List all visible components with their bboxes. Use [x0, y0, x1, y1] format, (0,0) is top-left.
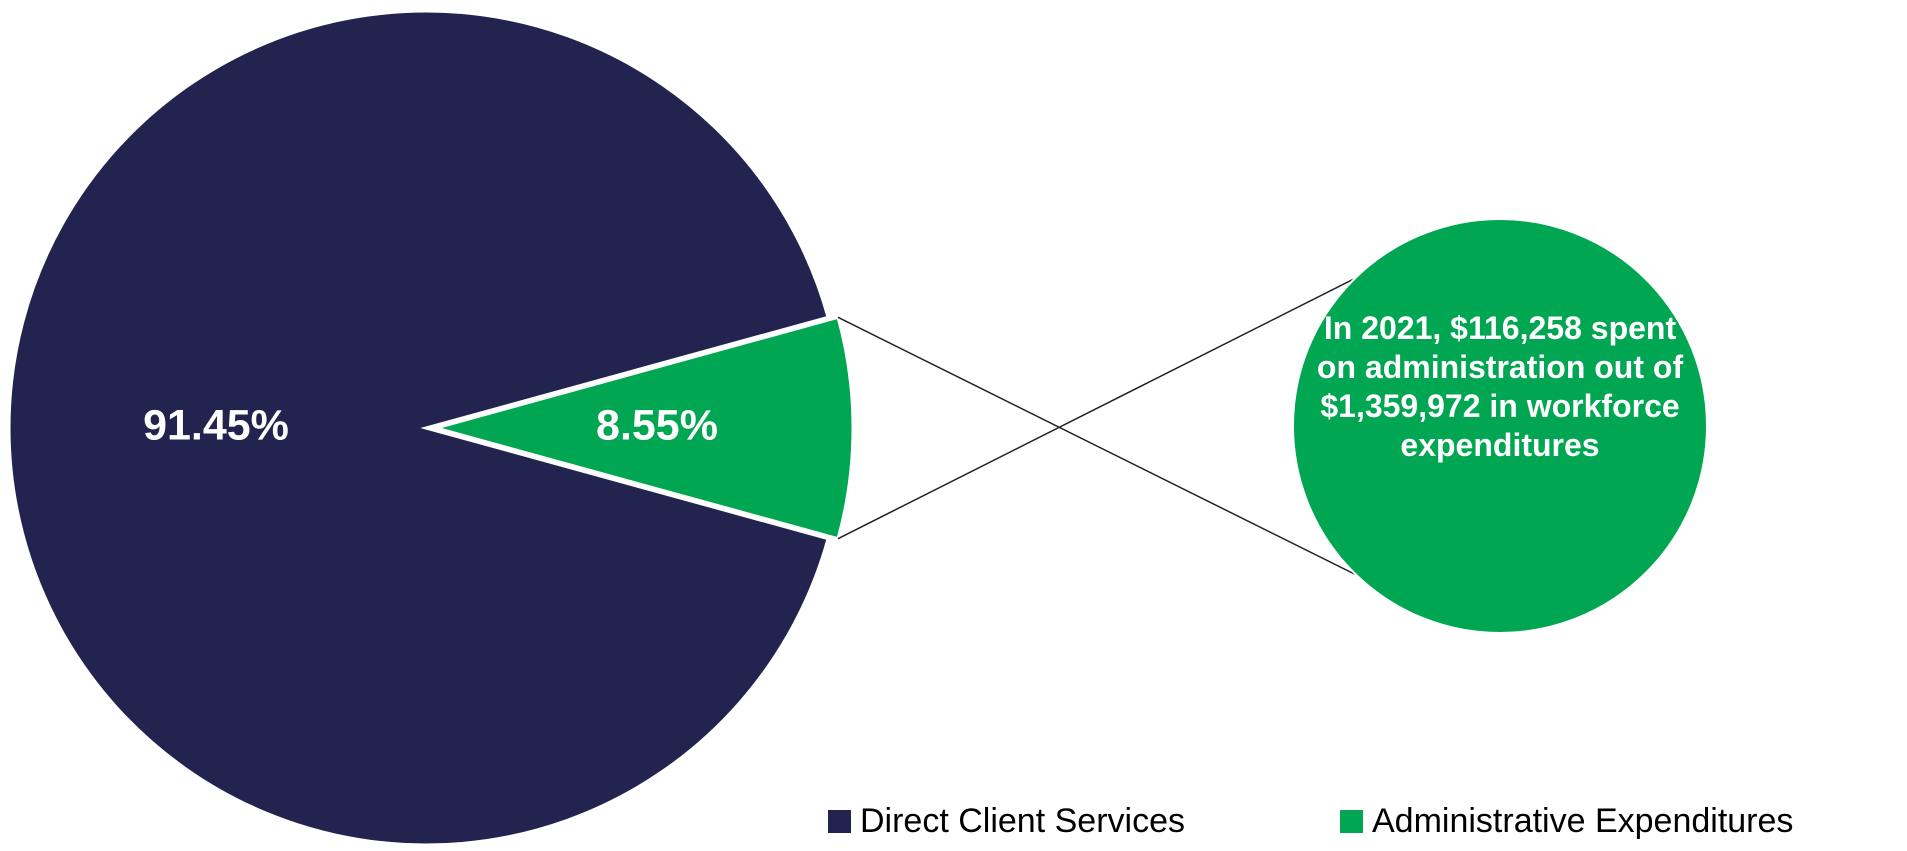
- data-label: 8.55%: [596, 401, 718, 449]
- callout-circle: [1292, 218, 1708, 634]
- legend-swatch: [1340, 810, 1363, 833]
- legend-swatch: [828, 810, 851, 833]
- pie-slice: [430, 315, 855, 541]
- data-label: 91.45%: [143, 401, 289, 449]
- pie-slice: [7, 9, 830, 847]
- legend-label: Direct Client Services: [860, 802, 1185, 840]
- annotation: In 2021, $116,258 spent on administratio…: [1316, 310, 1684, 463]
- legend-label: Administrative Expenditures: [1372, 802, 1793, 840]
